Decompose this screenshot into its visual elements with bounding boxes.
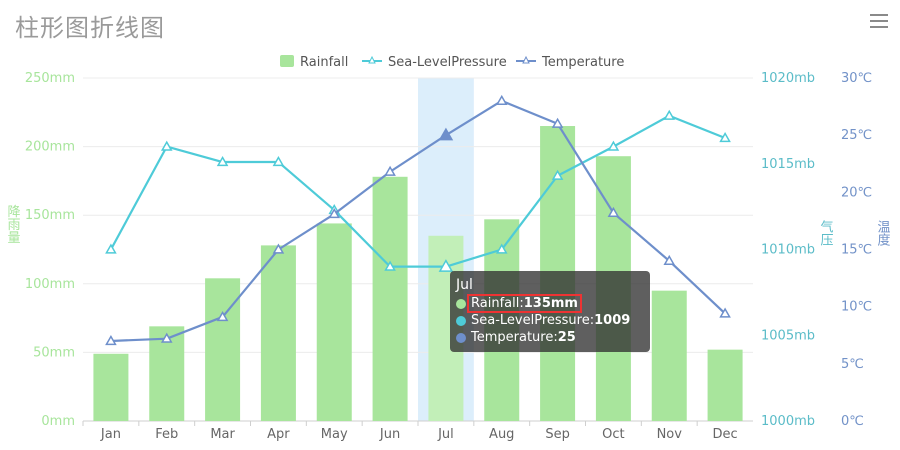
temperature-point [663, 254, 676, 266]
y-tick-label-rainfall: 0mm [41, 414, 75, 429]
y-tick-label-rainfall: 250mm [25, 71, 75, 86]
x-tick-label: Mar [210, 427, 235, 442]
bar-rainfall [651, 290, 687, 421]
y-tick-label-pressure: 1005mb [761, 328, 815, 343]
temperature-point [438, 127, 454, 141]
chart-title: 柱形图折线图 [15, 14, 165, 42]
legend-marker-temperature-point [522, 55, 530, 64]
bar-rainfall [707, 349, 743, 421]
x-tick-label: Oct [602, 427, 624, 442]
x-tick-label: Sep [545, 427, 570, 442]
pressure-point [272, 156, 285, 167]
legend-label-pressure: Sea-LevelPressure [388, 55, 507, 70]
bar-rainfall [260, 245, 296, 421]
y-tick-label-temperature: 0℃ [841, 414, 864, 429]
y-axis-title-temperature: 温度 [875, 220, 891, 246]
legend-marker-pressure-point [368, 55, 376, 64]
x-tick-label: Dec [713, 427, 738, 442]
tooltip: Jul Rainfall:135mm Sea-LevelPressure:1009… [450, 271, 650, 352]
pressure-line [109, 114, 726, 268]
tooltip-separator: : [519, 296, 524, 311]
y-tick-label-pressure: 1010mb [761, 243, 815, 258]
pressure-point [216, 156, 229, 167]
tooltip-series-name: Rainfall [471, 296, 520, 311]
x-tick-label: Jun [379, 427, 400, 442]
temperature-point [607, 206, 620, 218]
tooltip-dot [456, 332, 466, 343]
y-tick-label-temperature: 30℃ [841, 71, 872, 86]
y-tick-label-temperature: 20℃ [841, 185, 872, 200]
x-tick-label: May [321, 427, 348, 442]
pressure-point [160, 140, 173, 151]
pressure-point [551, 169, 564, 180]
tooltip-value: 1009 [594, 313, 631, 328]
tooltip-dot [456, 315, 466, 326]
x-tick-label: Aug [489, 427, 514, 442]
bar-rainfall [372, 176, 408, 421]
y-axis-title-pressure: 气压 [818, 219, 834, 246]
y-tick-label-pressure: 1000mb [761, 414, 815, 429]
tooltip-series-name: Sea-LevelPressure [471, 313, 590, 328]
y-tick-label-temperature: 15℃ [841, 243, 872, 258]
x-tick-label: Feb [155, 427, 178, 442]
y-tick-label-pressure: 1020mb [761, 71, 815, 86]
temperature-point [719, 307, 731, 318]
legend-label-rainfall: Rainfall [300, 55, 348, 70]
y-tick-label-temperature: 25℃ [841, 128, 872, 143]
tooltip-separator: : [553, 330, 558, 345]
tooltip-text: Rainfall:135mm [467, 294, 582, 313]
tooltip-row: Temperature:25 [456, 329, 644, 346]
bar-rainfall [93, 353, 129, 421]
legend-marker-rainfall [280, 55, 294, 67]
tooltip-text: Temperature:25 [471, 330, 576, 345]
bar-rainfall [205, 278, 241, 421]
y-tick-label-rainfall: 100mm [25, 277, 75, 292]
pressure-point [495, 243, 508, 254]
pressure-point [719, 132, 731, 143]
pressure-point [105, 243, 117, 254]
temperature-point [328, 208, 341, 219]
temperature-point [272, 243, 285, 254]
tooltip-series-name: Temperature [471, 330, 554, 345]
tooltip-row: Rainfall:135mm [456, 294, 644, 313]
temperature-point [160, 332, 173, 343]
temperature-point [216, 310, 229, 322]
tooltip-value: 25 [557, 330, 576, 345]
bar-rainfall [316, 223, 352, 421]
temperature-point [384, 165, 396, 176]
y-tick-label-rainfall: 200mm [25, 140, 75, 155]
temperature-line [110, 99, 726, 343]
x-tick-label: Apr [267, 427, 290, 442]
y-axis-title-rainfall: 降雨量 [5, 205, 21, 244]
x-tick-label: Jul [437, 427, 454, 442]
y-tick-label-rainfall: 50mm [33, 345, 75, 360]
tooltip-title: Jul [456, 277, 473, 293]
pressure-point [384, 260, 396, 271]
pressure-point [663, 109, 676, 120]
y-tick-label-rainfall: 150mm [25, 208, 75, 223]
pressure-point [438, 259, 454, 272]
x-tick-label: Jan [100, 427, 121, 442]
temperature-point [551, 117, 564, 128]
tooltip-value: 135mm [523, 296, 578, 311]
tooltip-separator: : [589, 313, 595, 328]
legend-label-temperature: Temperature [541, 55, 624, 70]
tooltip-text: Sea-LevelPressure:1009 [471, 313, 630, 328]
tooltip-row: Sea-LevelPressure:1009 [456, 312, 644, 329]
y-tick-label-temperature: 5℃ [841, 357, 864, 372]
y-tick-label-pressure: 1015mb [761, 157, 815, 172]
tooltip-dot [456, 298, 466, 309]
y-tick-label-temperature: 10℃ [841, 300, 872, 315]
hamburger-menu-icon[interactable] [870, 14, 888, 30]
temperature-point [105, 334, 117, 346]
temperature-point [495, 94, 508, 105]
x-tick-label: Nov [657, 427, 683, 442]
pressure-point [607, 140, 620, 151]
